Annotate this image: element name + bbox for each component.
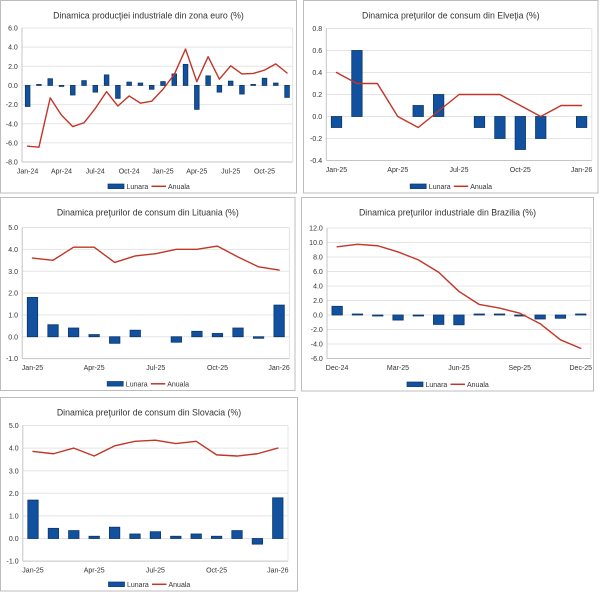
svg-text:Mar-25: Mar-25 xyxy=(387,365,409,372)
svg-text:Lunara: Lunara xyxy=(127,582,149,589)
svg-text:6.0: 6.0 xyxy=(313,269,323,276)
svg-text:Jul-24: Jul-24 xyxy=(86,169,105,176)
svg-text:2.0: 2.0 xyxy=(8,291,18,298)
svg-text:4.0: 4.0 xyxy=(8,45,18,52)
svg-text:Sep-25: Sep-25 xyxy=(509,365,532,372)
svg-text:Jan-25: Jan-25 xyxy=(22,365,44,372)
svg-text:-4.0: -4.0 xyxy=(311,342,323,349)
svg-text:0.0: 0.0 xyxy=(313,313,323,320)
svg-text:2.0: 2.0 xyxy=(9,491,19,498)
svg-text:Dinamica preţurilor de consum: Dinamica preţurilor de consum din Slovac… xyxy=(57,408,241,418)
svg-text:Anuala: Anuala xyxy=(169,582,191,589)
svg-text:12.0: 12.0 xyxy=(309,226,323,233)
svg-text:Jan-25: Jan-25 xyxy=(152,169,174,176)
svg-text:10.0: 10.0 xyxy=(309,240,323,247)
svg-text:-0.2: -0.2 xyxy=(310,136,322,143)
svg-text:Dinamica preţurilor de consum: Dinamica preţurilor de consum din Lituan… xyxy=(57,208,239,218)
svg-text:Dec-24: Dec-24 xyxy=(326,365,349,372)
svg-text:0.6: 0.6 xyxy=(312,48,322,55)
svg-text:Dinamica producţiei industrial: Dinamica producţiei industriale din zona… xyxy=(53,11,244,21)
svg-text:Jul-25: Jul-25 xyxy=(449,167,468,174)
svg-text:Lunara: Lunara xyxy=(127,184,149,191)
svg-text:5.0: 5.0 xyxy=(9,423,19,430)
svg-text:Anuala: Anuala xyxy=(470,184,492,191)
svg-text:2.0: 2.0 xyxy=(313,298,323,305)
svg-text:1.0: 1.0 xyxy=(8,313,18,320)
svg-text:Lunara: Lunara xyxy=(429,184,451,191)
svg-text:4.0: 4.0 xyxy=(313,284,323,291)
svg-text:Jan-24: Jan-24 xyxy=(17,169,39,176)
svg-text:Dinamica preţurilor industrial: Dinamica preţurilor industriale din Braz… xyxy=(359,208,536,218)
svg-text:Anuala: Anuala xyxy=(467,382,489,389)
svg-text:-2.0: -2.0 xyxy=(6,102,18,109)
svg-text:-1.0: -1.0 xyxy=(7,559,19,566)
svg-text:Lunara: Lunara xyxy=(126,381,148,388)
svg-text:Jun-25: Jun-25 xyxy=(448,365,470,372)
svg-text:3.0: 3.0 xyxy=(8,269,18,276)
svg-text:8.0: 8.0 xyxy=(313,255,323,262)
svg-text:-6.0: -6.0 xyxy=(311,356,323,363)
svg-text:Anuala: Anuala xyxy=(168,184,190,191)
svg-text:Apr-24: Apr-24 xyxy=(51,169,72,176)
svg-text:Dinamica preţurilor de consum: Dinamica preţurilor de consum din Elveţi… xyxy=(362,11,540,21)
svg-text:0.0: 0.0 xyxy=(8,334,18,341)
svg-text:-1.0: -1.0 xyxy=(6,356,18,363)
svg-text:Jul-25: Jul-25 xyxy=(146,568,165,575)
svg-text:0.8: 0.8 xyxy=(312,26,322,33)
svg-text:Oct-24: Oct-24 xyxy=(119,169,140,176)
svg-text:4.0: 4.0 xyxy=(9,446,19,453)
svg-text:0.4: 0.4 xyxy=(312,70,322,77)
svg-text:Oct-25: Oct-25 xyxy=(510,167,531,174)
svg-text:Lunara: Lunara xyxy=(426,382,448,389)
svg-text:Apr-25: Apr-25 xyxy=(186,169,207,176)
svg-text:Jan-26: Jan-26 xyxy=(571,167,593,174)
svg-text:Apr-25: Apr-25 xyxy=(387,167,408,174)
svg-text:0.0: 0.0 xyxy=(8,83,18,90)
svg-text:-0.4: -0.4 xyxy=(310,158,322,165)
svg-text:0.2: 0.2 xyxy=(312,92,322,99)
svg-text:Jan-25: Jan-25 xyxy=(22,568,44,575)
svg-text:2.0: 2.0 xyxy=(8,64,18,71)
svg-text:-4.0: -4.0 xyxy=(6,121,18,128)
svg-text:Apr-25: Apr-25 xyxy=(84,568,105,575)
svg-text:0.0: 0.0 xyxy=(312,114,322,121)
svg-text:Dec-25: Dec-25 xyxy=(570,365,593,372)
svg-text:Jan-26: Jan-26 xyxy=(267,568,289,575)
svg-text:Jul-25: Jul-25 xyxy=(221,169,240,176)
svg-text:Jan-25: Jan-25 xyxy=(326,167,348,174)
svg-text:Apr-25: Apr-25 xyxy=(84,365,105,372)
svg-text:Jul-25: Jul-25 xyxy=(146,365,165,372)
svg-text:4.0: 4.0 xyxy=(8,247,18,254)
svg-text:-8.0: -8.0 xyxy=(6,160,18,167)
svg-text:Anuala: Anuala xyxy=(167,381,189,388)
svg-text:Oct-25: Oct-25 xyxy=(206,568,227,575)
svg-text:6.0: 6.0 xyxy=(8,26,18,33)
svg-text:Oct-25: Oct-25 xyxy=(254,169,275,176)
svg-text:-6.0: -6.0 xyxy=(6,140,18,147)
svg-text:Oct-25: Oct-25 xyxy=(207,365,228,372)
svg-text:5.0: 5.0 xyxy=(8,225,18,232)
svg-text:0.0: 0.0 xyxy=(9,536,19,543)
svg-text:3.0: 3.0 xyxy=(9,468,19,475)
svg-text:Jan-26: Jan-26 xyxy=(268,365,290,372)
svg-text:1.0: 1.0 xyxy=(9,514,19,521)
svg-text:-2.0: -2.0 xyxy=(311,327,323,334)
